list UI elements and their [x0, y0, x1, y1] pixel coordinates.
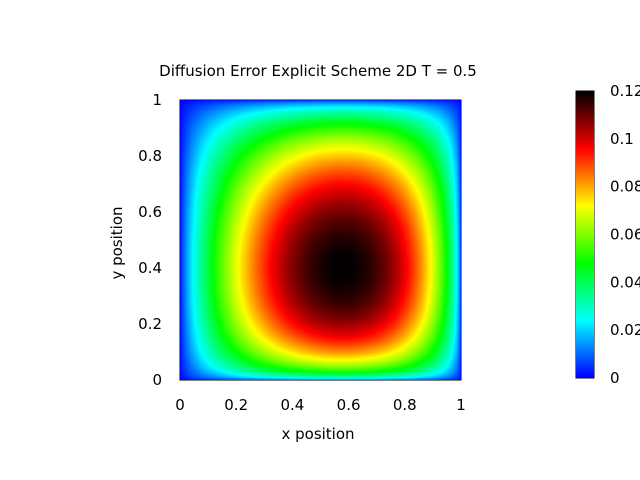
colorbar-tick-label: 0.08 [610, 178, 640, 196]
x-tick-label: 0 [175, 396, 185, 414]
x-axis-label: x position [281, 425, 354, 443]
y-tick-label: 1 [152, 91, 162, 109]
colorbar-tick-label: 0.12 [610, 82, 640, 100]
x-tick-label: 0.6 [337, 396, 361, 414]
colorbar-tick-label: 0.06 [610, 226, 640, 244]
y-tick-label: 0.6 [138, 203, 162, 221]
colorbar-tick-label: 0 [610, 369, 620, 387]
chart-title: Diffusion Error Explicit Scheme 2D T = 0… [159, 62, 477, 80]
y-tick-label: 0.4 [138, 259, 162, 277]
colorbar-tick-label: 0.04 [610, 273, 640, 291]
y-axis: 0 0.2 0.4 0.6 0.8 1 [138, 91, 461, 389]
y-tick-label: 0.8 [138, 147, 162, 165]
colorbar-tick-label: 0.02 [610, 321, 640, 339]
x-tick-label: 1 [456, 396, 466, 414]
heatmap-image [180, 100, 461, 380]
colorbar-axis: 0 0.02 0.04 0.06 0.08 0.1 0.12 [589, 82, 640, 387]
x-axis: 0 0.2 0.4 0.6 0.8 1 [175, 100, 466, 414]
x-tick-label: 0.4 [280, 396, 304, 414]
y-tick-label: 0.2 [138, 315, 162, 333]
colorbar-tick-label: 0.1 [610, 130, 634, 148]
y-tick-label: 0 [152, 371, 162, 389]
x-tick-label: 0.2 [224, 396, 248, 414]
y-axis-label: y position [108, 206, 126, 279]
colorbar-gradient [576, 91, 594, 378]
x-tick-label: 0.8 [393, 396, 417, 414]
